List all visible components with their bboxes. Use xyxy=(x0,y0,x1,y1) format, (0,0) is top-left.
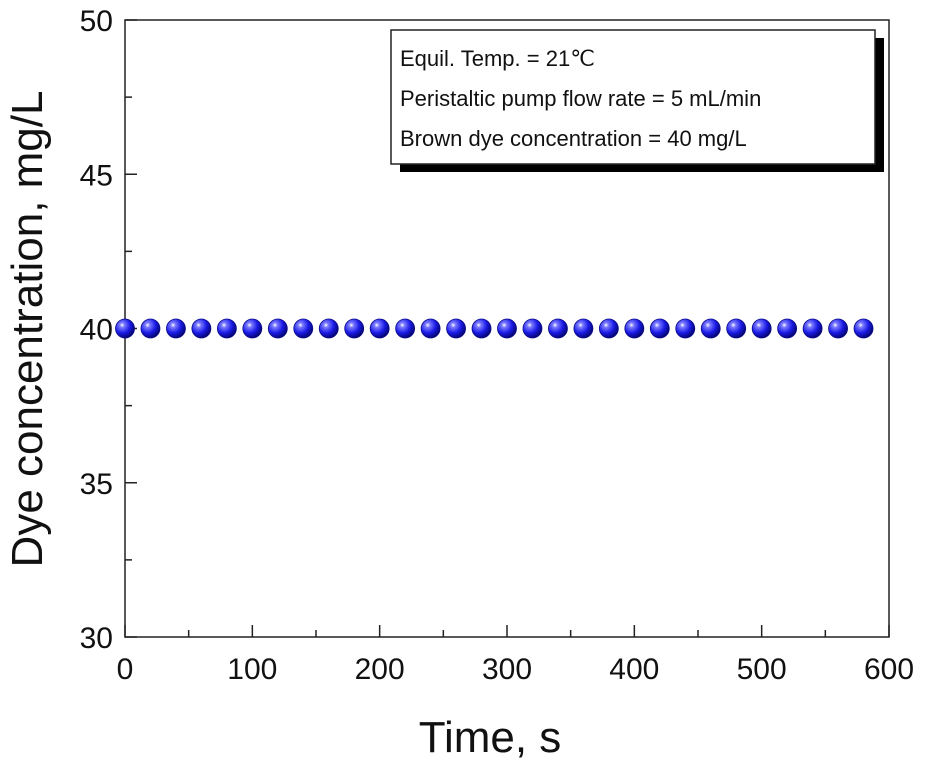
data-point xyxy=(395,318,416,339)
data-point xyxy=(267,318,288,339)
data-point xyxy=(446,318,466,339)
y-axis-title: Dye concentration, mg/L xyxy=(3,91,52,568)
data-point xyxy=(166,318,186,339)
legend-frame xyxy=(390,29,876,165)
data-point xyxy=(242,318,263,339)
x-axis-title: Time, s xyxy=(419,713,562,762)
data-point xyxy=(853,318,874,339)
legend-box: Equil. Temp. = 21℃ Peristaltic pump flow… xyxy=(390,29,884,172)
legend-line-3: Brown dye concentration = 40 mg/L xyxy=(400,126,747,151)
data-point xyxy=(497,318,517,339)
data-point xyxy=(548,318,568,339)
legend-line-1: Equil. Temp. = 21℃ xyxy=(400,46,595,71)
data-point xyxy=(828,318,848,339)
data-point xyxy=(700,318,721,339)
x-tick-label: 600 xyxy=(864,653,914,686)
data-point xyxy=(751,318,772,339)
data-point xyxy=(471,318,492,339)
data-point xyxy=(649,318,670,339)
data-point xyxy=(191,318,212,339)
data-point xyxy=(598,318,619,339)
x-tick-label: 400 xyxy=(609,653,659,686)
data-point xyxy=(293,318,314,339)
data-points xyxy=(115,318,874,339)
legend-line-2: Peristaltic pump flow rate = 5 mL/min xyxy=(400,86,761,111)
x-tick-label: 300 xyxy=(482,653,532,686)
x-tick-label: 100 xyxy=(227,653,277,686)
data-point xyxy=(369,318,390,339)
data-point xyxy=(140,318,161,339)
data-point xyxy=(318,318,339,339)
data-point xyxy=(115,318,135,339)
y-tick-label: 40 xyxy=(80,314,113,347)
y-axis-ticks: 30 35 40 45 50 xyxy=(80,5,137,655)
x-tick-label: 500 xyxy=(737,653,787,686)
data-point xyxy=(726,318,747,339)
data-point xyxy=(573,318,594,339)
data-point xyxy=(216,318,237,339)
y-tick-label: 30 xyxy=(80,622,113,655)
data-point xyxy=(344,318,365,339)
x-tick-label: 200 xyxy=(355,653,405,686)
data-point xyxy=(675,318,696,339)
x-axis-ticks: 0 100 200 300 400 500 600 xyxy=(117,625,914,686)
data-point xyxy=(802,318,823,339)
data-point xyxy=(420,318,441,339)
y-tick-label: 45 xyxy=(80,159,113,192)
data-point xyxy=(624,318,645,339)
x-tick-label: 0 xyxy=(117,653,134,686)
y-tick-label: 50 xyxy=(80,5,113,38)
data-point xyxy=(777,318,798,339)
y-tick-label: 35 xyxy=(80,468,113,501)
data-point xyxy=(522,318,543,339)
